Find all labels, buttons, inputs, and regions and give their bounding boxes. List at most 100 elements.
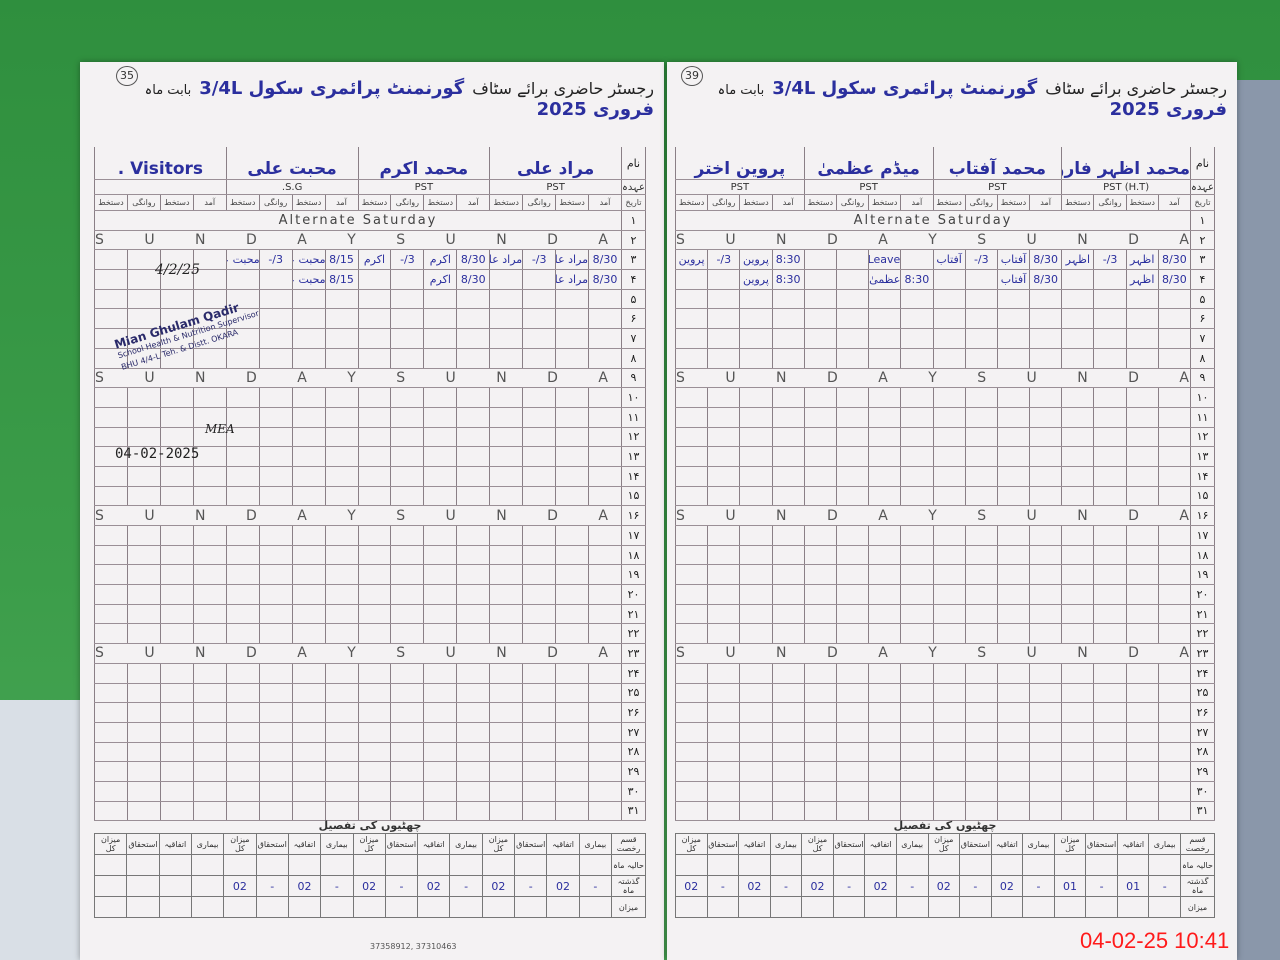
- attendance-cell: [192, 466, 227, 487]
- attendance-cell: [456, 781, 491, 802]
- attendance-cell: محبت علی: [291, 249, 326, 271]
- attendance-cell: [739, 466, 773, 487]
- attendance-cell: [390, 446, 425, 467]
- attendance-cell: [674, 407, 709, 428]
- attendance-cell: [674, 781, 709, 802]
- attendance-cell: [291, 387, 326, 408]
- attendance-cell: [291, 545, 326, 566]
- attendance-cell: 3/-: [522, 249, 557, 271]
- attendance-cell: [126, 564, 161, 586]
- attendance-cell: [423, 702, 458, 723]
- attendance-cell: [225, 761, 260, 782]
- attendance-cell: [390, 289, 425, 310]
- attendance-cell: [707, 604, 741, 625]
- attendance-cell: [803, 584, 837, 605]
- attendance-cell: [94, 407, 128, 428]
- attendance-cell: [771, 446, 805, 467]
- attendance-cell: [1061, 781, 1095, 802]
- attendance-cell: [94, 545, 128, 566]
- attendance-cell: [1093, 564, 1127, 586]
- date-cell: ۱۲: [621, 427, 646, 448]
- attendance-cell: [1125, 781, 1159, 802]
- date-cell: ۱۷: [621, 525, 646, 546]
- attendance-cell: [1125, 683, 1159, 704]
- attendance-cell: [868, 623, 902, 645]
- leave-column-header: بیماری: [320, 833, 354, 855]
- attendance-cell: [868, 486, 902, 507]
- leave-row-header: حالیہ ماہ: [611, 854, 646, 876]
- attendance-cell: [258, 781, 293, 802]
- attendance-cell: [674, 446, 709, 467]
- leave-cell: [1148, 854, 1181, 876]
- attendance-cell: [258, 269, 293, 290]
- attendance-cell: [1061, 387, 1095, 408]
- attendance-cell: [739, 308, 773, 330]
- row-label-date: تاریخ: [1190, 194, 1215, 211]
- attendance-cell: [291, 486, 326, 507]
- attendance-cell: [739, 584, 773, 605]
- attendance-cell: [803, 427, 837, 448]
- leave-cell: -: [578, 875, 613, 897]
- attendance-cell: [555, 289, 590, 310]
- attendance-cell: [324, 446, 359, 467]
- attendance-cell: [835, 761, 870, 782]
- attendance-cell: [707, 742, 741, 763]
- attendance-cell: [900, 623, 934, 645]
- leave-cell: [546, 896, 580, 918]
- attendance-cell: [1093, 289, 1127, 310]
- column-header: روانگی: [835, 194, 870, 211]
- attendance-cell: [522, 663, 557, 684]
- leave-column-header: میزان کل: [675, 833, 708, 855]
- attendance-cell: [1125, 604, 1159, 625]
- date-row: ۱۷: [674, 525, 1215, 546]
- attendance-cell: [126, 801, 161, 822]
- leave-cell: [1148, 896, 1181, 918]
- attendance-cell: [771, 545, 805, 566]
- date-cell: ۲۸: [1190, 742, 1215, 763]
- attendance-cell: 8:30: [900, 269, 934, 290]
- attendance-cell: [707, 446, 741, 467]
- month-value: فروری 2025: [1109, 99, 1227, 120]
- attendance-cell: [835, 348, 870, 369]
- attendance-cell: [192, 348, 227, 369]
- attendance-cell: [357, 486, 392, 507]
- attendance-cell: [707, 761, 741, 782]
- attendance-cell: [707, 348, 741, 369]
- leave-column-header: بیماری: [769, 833, 803, 855]
- leave-cell: [255, 854, 289, 876]
- attendance-cell: [900, 702, 934, 723]
- attendance-cell: [456, 328, 491, 349]
- column-header: دستخط: [996, 194, 1031, 211]
- attendance-cell: [739, 446, 773, 467]
- leave-summary-title: چھٹیوں کی تفصیل: [893, 819, 997, 832]
- date-row: ۱۲: [94, 427, 646, 448]
- attendance-cell: [258, 702, 293, 723]
- leave-column-header: میزان کل: [352, 833, 386, 855]
- attendance-cell: [588, 604, 622, 625]
- attendance-cell: [1061, 801, 1095, 822]
- attendance-cell: [555, 328, 590, 349]
- date-cell: ۲۳: [1190, 643, 1215, 664]
- attendance-cell: [739, 742, 773, 763]
- staff-designation: PST: [932, 179, 1063, 195]
- attendance-cell: [192, 584, 227, 605]
- leave-cell: [959, 896, 992, 918]
- attendance-cell: [94, 486, 128, 507]
- leave-cell: [287, 854, 322, 876]
- attendance-cell: [900, 308, 934, 330]
- attendance-cell: [803, 545, 837, 566]
- date-row: ۱۳: [674, 446, 1215, 467]
- date-cell: ۱۸: [621, 545, 646, 566]
- attendance-cell: [423, 328, 458, 349]
- leave-cell: -: [255, 875, 289, 897]
- attendance-cell: [555, 722, 590, 743]
- attendance-cell: [357, 308, 392, 330]
- attendance-cell: [803, 289, 837, 310]
- attendance-cell: [258, 407, 293, 428]
- attendance-cell: [192, 604, 227, 625]
- attendance-cell: [94, 348, 128, 369]
- attendance-cell: [423, 407, 458, 428]
- leave-column-header: اتفاقیہ: [417, 833, 451, 855]
- column-header-row: تاریخ آمد دستخط روانگی دستخط آمد دستخط روانگی دس…: [674, 194, 1215, 211]
- attendance-cell: [964, 269, 998, 290]
